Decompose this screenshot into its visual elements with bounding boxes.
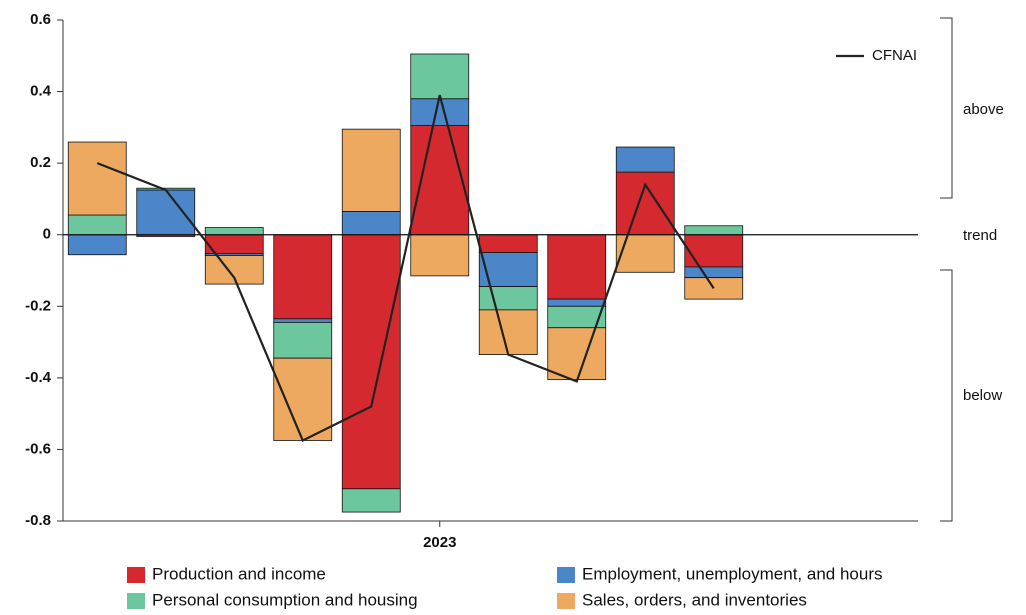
bar-segment <box>478 286 538 311</box>
bar-segment <box>478 309 538 355</box>
cfnai-line <box>96 94 715 442</box>
bar-segment <box>67 234 127 256</box>
legend-label: Sales, orders, and inventories <box>582 590 807 609</box>
bar-segment <box>273 357 333 441</box>
bar-segment <box>615 146 675 173</box>
bar-segment <box>273 321 333 359</box>
bar-segment <box>204 227 264 236</box>
legend-swatch <box>557 567 575 583</box>
bar-segment <box>341 488 401 513</box>
y-tick-label: -0.6 <box>25 440 51 457</box>
y-tick-label: 0.4 <box>30 83 52 100</box>
y-tick-label: -0.2 <box>25 297 51 314</box>
bar-segment <box>684 266 744 279</box>
y-tick-label: 0.6 <box>30 11 51 28</box>
bracket <box>940 269 953 522</box>
bar-segment <box>410 98 470 126</box>
bar-segment <box>547 327 607 381</box>
legend-label: Production and income <box>152 564 326 583</box>
bar-segment <box>67 214 127 236</box>
legend-swatch <box>127 593 145 609</box>
legend-swatch <box>127 567 145 583</box>
annotation: below <box>963 387 1002 404</box>
bar-segment <box>410 234 470 277</box>
annotation: trend <box>963 227 997 244</box>
legend-label: Employment, unemployment, and hours <box>582 564 883 583</box>
bar-segment <box>615 171 675 236</box>
bar-segment <box>684 234 744 268</box>
bar-segment <box>273 318 333 323</box>
bracket <box>940 17 953 199</box>
annotation: above <box>963 101 1004 118</box>
y-tick-label: -0.4 <box>25 369 52 386</box>
x-tick-label: 2023 <box>423 534 456 551</box>
bar-segment <box>410 53 470 100</box>
bar-segment <box>341 128 401 212</box>
bar-segment <box>410 125 470 236</box>
y-tick-label: 0.2 <box>30 154 51 171</box>
bar-segment <box>67 141 127 216</box>
legend-label: Personal consumption and housing <box>152 590 418 609</box>
legend-swatch <box>557 593 575 609</box>
bar-segment <box>684 225 744 236</box>
bar-segment <box>273 234 333 320</box>
bar-segment <box>478 234 538 254</box>
bar-segment <box>547 234 607 300</box>
legend-label: CFNAI <box>872 47 917 64</box>
bar-segment <box>341 234 401 490</box>
y-tick-label: 0 <box>43 226 51 243</box>
bar-segment <box>136 189 196 236</box>
y-tick-label: -0.8 <box>25 512 51 529</box>
bar-segment <box>341 211 401 236</box>
bar-segment <box>547 298 607 307</box>
